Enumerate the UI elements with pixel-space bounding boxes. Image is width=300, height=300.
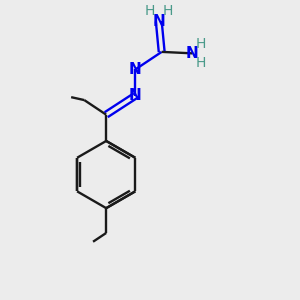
Text: N: N [186,46,199,61]
Text: N: N [129,62,142,77]
Text: N: N [129,88,142,103]
Text: H: H [196,37,206,51]
Text: H: H [144,4,154,18]
Text: N: N [152,14,165,29]
Text: H: H [163,4,173,18]
Text: H: H [196,56,206,70]
